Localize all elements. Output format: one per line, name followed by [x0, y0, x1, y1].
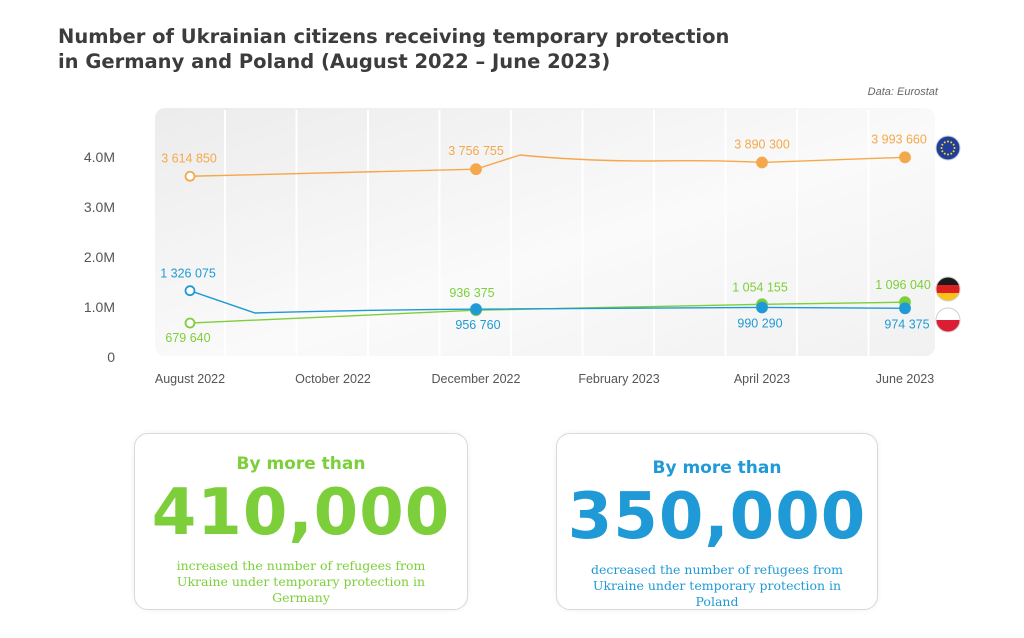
pl-data-point [899, 302, 911, 315]
eu-flag-icon [935, 135, 961, 161]
de-data-point [184, 317, 196, 329]
line-chart: 4.0M 3.0M 2.0M 1.0M 0 August 2022 October 202… [84, 108, 961, 386]
eu-data-point [756, 156, 768, 169]
x-tick-label: October 2022 [295, 372, 371, 386]
eu-data-label: 3 993 660 [871, 132, 927, 146]
y-tick-label: 4.0M [84, 149, 115, 165]
germany-card-number: 410,000 [151, 476, 451, 550]
eu-data-label: 3 756 755 [448, 144, 504, 158]
poland-decrease-card: By more than 350,000 decreased the numbe… [556, 433, 878, 610]
eu-data-label: 3 890 300 [734, 137, 790, 151]
data-source: Data: Eurostat [867, 86, 938, 98]
germany-increase-card: By more than 410,000 increased the numbe… [134, 433, 468, 610]
pl-data-label: 956 760 [455, 318, 500, 332]
y-tick-label: 2.0M [84, 249, 115, 265]
x-tick-label: June 2023 [876, 372, 934, 386]
poland-card-text: decreased the number of refugees from Uk… [590, 562, 844, 609]
title-line-2: in Germany and Poland (August 2022 – Jun… [58, 50, 611, 73]
pl-data-point [756, 301, 768, 314]
eu-data-label: 3 614 850 [161, 151, 217, 165]
de-data-label: 679 640 [165, 331, 210, 345]
germany-card-text: increased the number of refugees from Uk… [176, 558, 426, 605]
eu-data-point [899, 151, 911, 164]
y-tick-label: 0 [107, 349, 115, 365]
title-line-1: Number of Ukrainian citizens receiving t… [58, 25, 730, 48]
pl-data-label: 974 375 [884, 317, 929, 331]
pl-data-point [470, 303, 482, 316]
x-tick-label: December 2022 [432, 372, 521, 386]
chart-title: Number of Ukrainian citizens receiving t… [58, 24, 729, 74]
poland-card-heading: By more than [652, 458, 782, 478]
eu-data-point [470, 163, 482, 176]
x-tick-label: February 2023 [578, 372, 659, 386]
plot-background [155, 108, 935, 356]
germany-card-heading: By more than [236, 454, 366, 474]
poland-flag-icon [935, 307, 961, 333]
pl-data-label: 1 326 075 [160, 267, 216, 281]
de-data-label: 1 054 155 [732, 280, 788, 294]
de-data-label: 936 375 [449, 286, 494, 300]
y-tick-label: 3.0M [84, 199, 115, 215]
x-tick-label: August 2022 [155, 372, 225, 386]
y-tick-label: 1.0M [84, 299, 115, 315]
pl-data-label: 990 290 [737, 316, 782, 330]
de-data-label: 1 096 040 [875, 278, 931, 292]
eu-series-line [189, 154, 906, 177]
pl-data-point [184, 285, 196, 297]
germany-flag-icon [935, 276, 961, 302]
de-series-line [189, 301, 906, 324]
poland-card-number: 350,000 [567, 480, 867, 554]
x-tick-label: April 2023 [734, 372, 790, 386]
eu-data-point [184, 170, 196, 182]
